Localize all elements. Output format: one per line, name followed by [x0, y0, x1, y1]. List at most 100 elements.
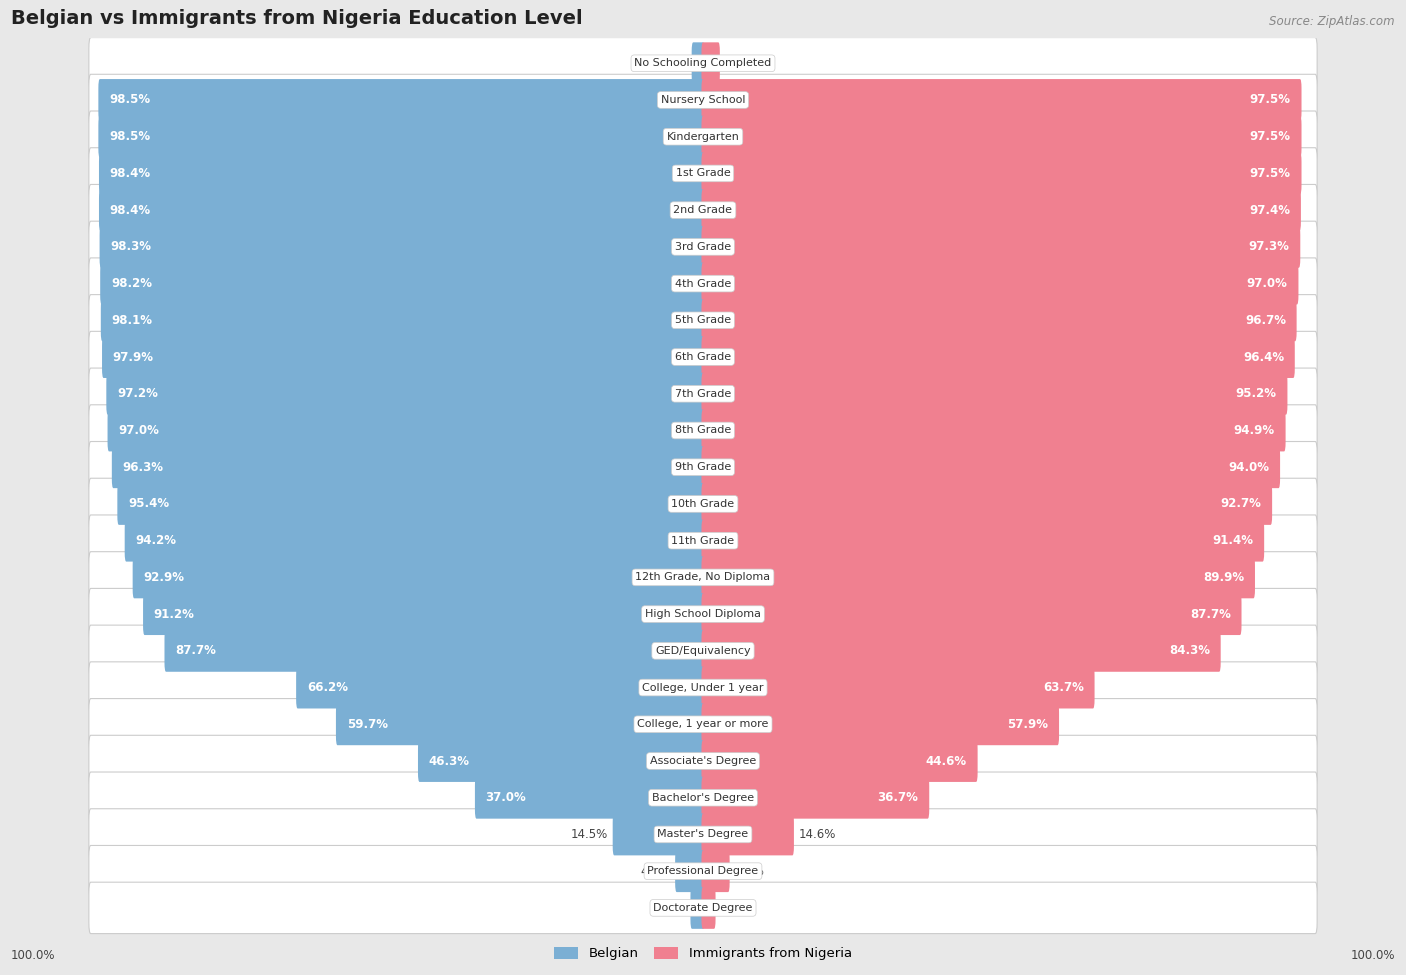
FancyBboxPatch shape	[702, 447, 1279, 488]
Text: Doctorate Degree: Doctorate Degree	[654, 903, 752, 913]
FancyBboxPatch shape	[98, 152, 704, 194]
Text: 1st Grade: 1st Grade	[676, 169, 730, 178]
Text: 8th Grade: 8th Grade	[675, 425, 731, 436]
Text: 46.3%: 46.3%	[429, 755, 470, 767]
Text: Source: ZipAtlas.com: Source: ZipAtlas.com	[1270, 16, 1395, 28]
Text: 89.9%: 89.9%	[1204, 571, 1244, 584]
Text: Belgian vs Immigrants from Nigeria Education Level: Belgian vs Immigrants from Nigeria Educa…	[11, 10, 582, 28]
FancyBboxPatch shape	[702, 226, 1301, 268]
FancyBboxPatch shape	[702, 850, 730, 892]
FancyBboxPatch shape	[165, 630, 704, 672]
Text: 14.5%: 14.5%	[571, 828, 607, 841]
FancyBboxPatch shape	[702, 703, 1059, 745]
Text: 92.9%: 92.9%	[143, 571, 184, 584]
FancyBboxPatch shape	[103, 336, 704, 378]
FancyBboxPatch shape	[89, 698, 1317, 750]
Text: 6th Grade: 6th Grade	[675, 352, 731, 362]
FancyBboxPatch shape	[702, 813, 794, 855]
FancyBboxPatch shape	[690, 887, 704, 929]
Text: 4th Grade: 4th Grade	[675, 279, 731, 289]
FancyBboxPatch shape	[89, 294, 1317, 346]
FancyBboxPatch shape	[702, 116, 1302, 158]
FancyBboxPatch shape	[297, 667, 704, 709]
FancyBboxPatch shape	[98, 79, 704, 121]
FancyBboxPatch shape	[702, 152, 1302, 194]
Text: 1.8%: 1.8%	[657, 902, 686, 915]
Text: 9th Grade: 9th Grade	[675, 462, 731, 472]
Text: 98.3%: 98.3%	[110, 241, 152, 254]
Text: 57.9%: 57.9%	[1007, 718, 1049, 731]
Text: Professional Degree: Professional Degree	[647, 866, 759, 877]
FancyBboxPatch shape	[89, 625, 1317, 677]
FancyBboxPatch shape	[89, 184, 1317, 236]
Text: 7th Grade: 7th Grade	[675, 389, 731, 399]
FancyBboxPatch shape	[702, 189, 1301, 231]
Text: 94.9%: 94.9%	[1233, 424, 1275, 437]
Text: 4.3%: 4.3%	[641, 865, 671, 878]
FancyBboxPatch shape	[89, 735, 1317, 787]
Text: 59.7%: 59.7%	[347, 718, 388, 731]
FancyBboxPatch shape	[613, 813, 704, 855]
FancyBboxPatch shape	[89, 845, 1317, 897]
FancyBboxPatch shape	[702, 79, 1302, 121]
FancyBboxPatch shape	[702, 410, 1285, 451]
Text: 97.5%: 97.5%	[1250, 94, 1291, 106]
Text: 1.8%: 1.8%	[720, 902, 749, 915]
FancyBboxPatch shape	[89, 369, 1317, 419]
Text: 100.0%: 100.0%	[11, 949, 56, 962]
Text: 98.2%: 98.2%	[111, 277, 152, 291]
Text: 37.0%: 37.0%	[485, 792, 526, 804]
Text: 4.1%: 4.1%	[734, 865, 763, 878]
FancyBboxPatch shape	[89, 478, 1317, 529]
FancyBboxPatch shape	[89, 882, 1317, 934]
FancyBboxPatch shape	[675, 850, 704, 892]
Text: 92.7%: 92.7%	[1220, 497, 1261, 511]
Text: College, 1 year or more: College, 1 year or more	[637, 720, 769, 729]
Text: Master's Degree: Master's Degree	[658, 830, 748, 839]
FancyBboxPatch shape	[89, 442, 1317, 493]
FancyBboxPatch shape	[89, 772, 1317, 824]
Text: 87.7%: 87.7%	[1189, 607, 1230, 621]
FancyBboxPatch shape	[418, 740, 704, 782]
FancyBboxPatch shape	[107, 372, 704, 414]
Text: GED/Equivalency: GED/Equivalency	[655, 645, 751, 656]
FancyBboxPatch shape	[336, 703, 704, 745]
Text: 96.3%: 96.3%	[122, 461, 163, 474]
FancyBboxPatch shape	[89, 808, 1317, 860]
Text: 11th Grade: 11th Grade	[672, 535, 734, 546]
FancyBboxPatch shape	[702, 336, 1295, 378]
Text: 97.4%: 97.4%	[1249, 204, 1291, 216]
Text: 94.2%: 94.2%	[135, 534, 176, 547]
Text: 98.4%: 98.4%	[110, 167, 150, 180]
Text: 3rd Grade: 3rd Grade	[675, 242, 731, 252]
FancyBboxPatch shape	[89, 221, 1317, 273]
FancyBboxPatch shape	[702, 520, 1264, 562]
FancyBboxPatch shape	[702, 262, 1299, 304]
Text: 1.6%: 1.6%	[657, 57, 688, 70]
FancyBboxPatch shape	[475, 777, 704, 819]
Text: Associate's Degree: Associate's Degree	[650, 756, 756, 766]
FancyBboxPatch shape	[117, 483, 704, 525]
FancyBboxPatch shape	[100, 262, 704, 304]
Text: 98.5%: 98.5%	[110, 94, 150, 106]
Text: 5th Grade: 5th Grade	[675, 315, 731, 326]
Text: 66.2%: 66.2%	[307, 682, 347, 694]
FancyBboxPatch shape	[702, 299, 1296, 341]
FancyBboxPatch shape	[125, 520, 704, 562]
Text: 98.4%: 98.4%	[110, 204, 150, 216]
Text: High School Diploma: High School Diploma	[645, 609, 761, 619]
FancyBboxPatch shape	[100, 226, 704, 268]
Text: 91.2%: 91.2%	[153, 607, 194, 621]
FancyBboxPatch shape	[89, 332, 1317, 383]
FancyBboxPatch shape	[98, 116, 704, 158]
FancyBboxPatch shape	[702, 777, 929, 819]
Text: 87.7%: 87.7%	[176, 644, 217, 657]
Text: 97.5%: 97.5%	[1250, 167, 1291, 180]
FancyBboxPatch shape	[107, 410, 704, 451]
FancyBboxPatch shape	[702, 372, 1288, 414]
Text: 97.0%: 97.0%	[118, 424, 159, 437]
FancyBboxPatch shape	[89, 662, 1317, 714]
Text: 12th Grade, No Diploma: 12th Grade, No Diploma	[636, 572, 770, 582]
Text: 97.5%: 97.5%	[1250, 131, 1291, 143]
FancyBboxPatch shape	[702, 557, 1256, 599]
